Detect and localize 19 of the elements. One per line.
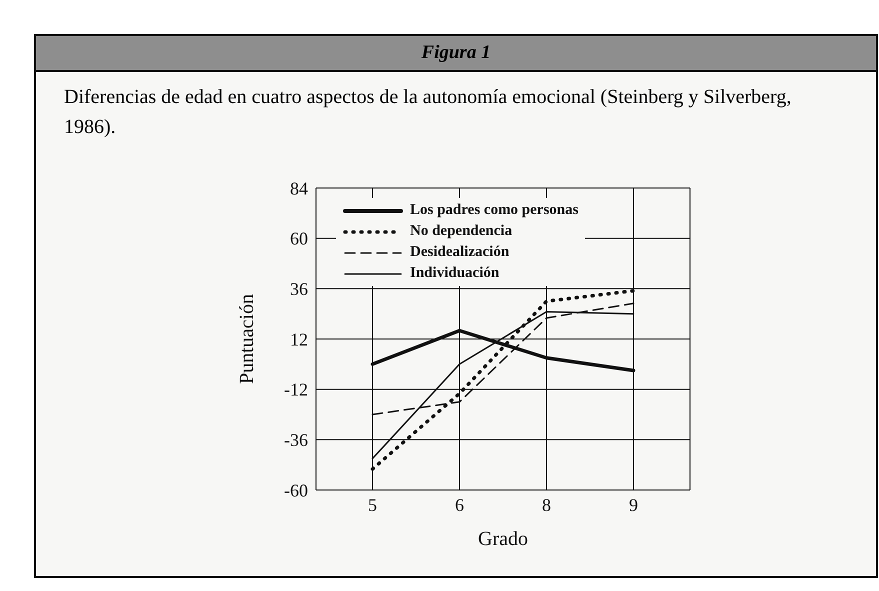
y-tick-label: -36 — [284, 430, 308, 450]
legend-label: Los padres como personas — [410, 201, 578, 220]
y-tick-label: -12 — [284, 380, 308, 400]
y-tick-label: 84 — [290, 178, 308, 198]
y-tick-label: 12 — [290, 329, 308, 350]
legend-label: No dependencia — [410, 222, 512, 241]
x-tick-label: 6 — [455, 494, 464, 515]
legend-label: Individuación — [410, 264, 500, 283]
x-tick-label: 8 — [542, 494, 551, 515]
legend-label: Desidealización — [410, 243, 510, 262]
x-axis-title: Grado — [478, 528, 528, 550]
y-tick-label: -60 — [284, 480, 308, 500]
chart-subtitle: Diferencias de edad en cuatro aspectos de la autonomía emocional (Steinberg y Silverberg, 1986). — [63, 85, 792, 140]
y-tick-label: 36 — [290, 279, 308, 300]
x-tick-label: 5 — [368, 494, 378, 515]
y-axis-title: Puntuación — [236, 294, 258, 384]
x-tick-label: 9 — [628, 494, 638, 515]
y-tick-label: 60 — [290, 228, 308, 249]
chart-title: Figura 1 — [36, 36, 876, 72]
